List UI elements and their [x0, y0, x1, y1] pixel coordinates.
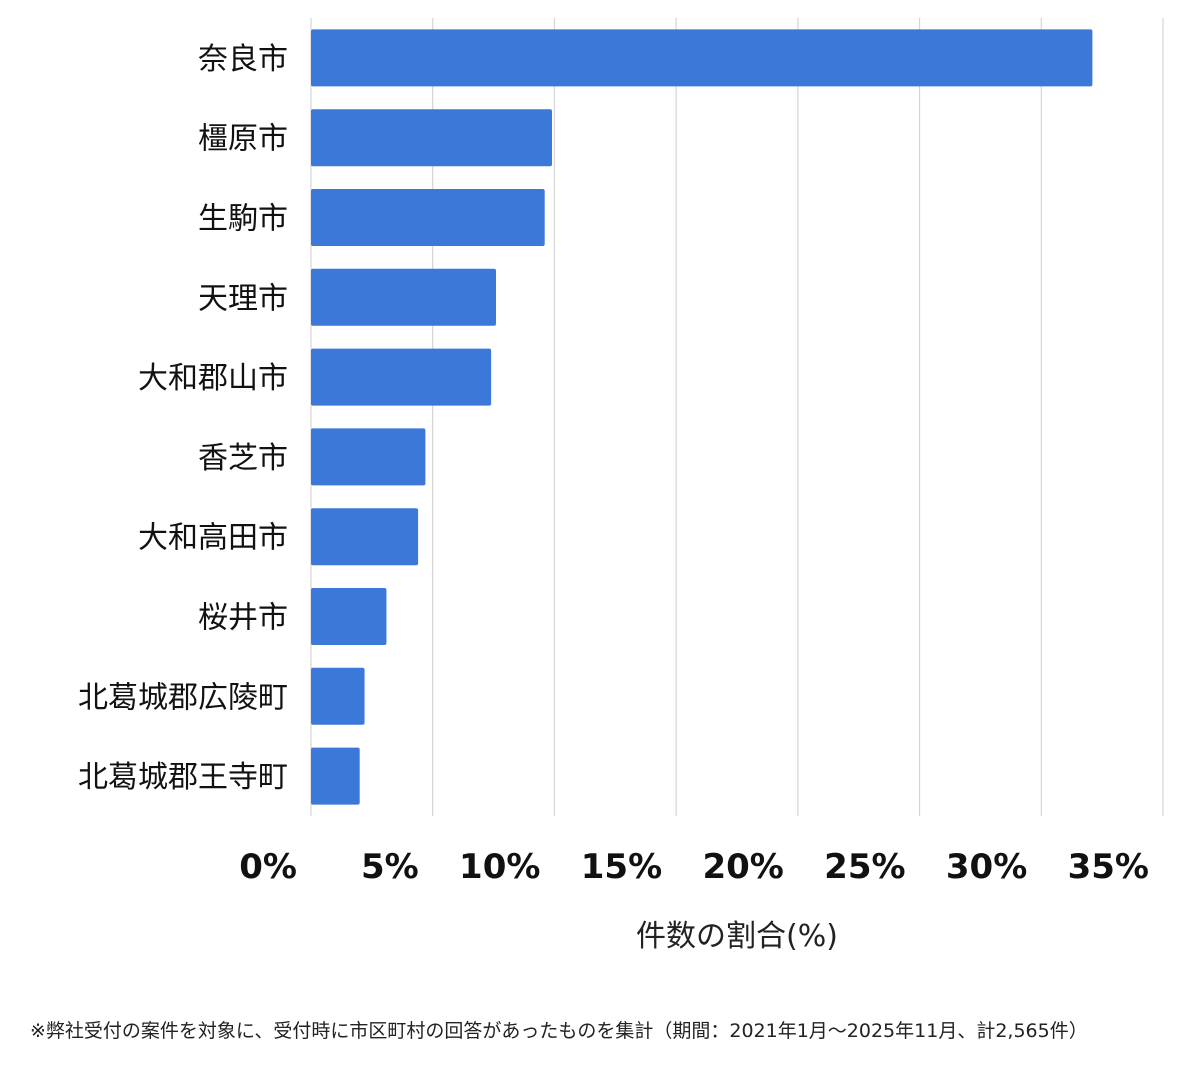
bar [311, 268, 497, 326]
category-label: 北葛城郡王寺町 [78, 760, 288, 795]
category-label: 生駒市 [198, 202, 288, 237]
x-tick-label: 25% [824, 847, 905, 887]
category-label: 奈良市 [198, 42, 288, 77]
x-tick-labels: 0% 5% 10% 15% 20% 25% 30% 35% [239, 847, 1149, 887]
x-tick-label: 15% [581, 847, 662, 887]
bar [311, 348, 492, 406]
category-labels: 奈良市橿原市生駒市天理市大和郡山市香芝市大和高田市桜井市北葛城郡広陵町北葛城郡王… [78, 42, 288, 795]
x-axis-label: 件数の割合(%) [636, 919, 838, 954]
category-label: 大和郡山市 [138, 361, 288, 396]
x-tick-label: 35% [1068, 847, 1149, 887]
bar [311, 508, 419, 566]
x-tick-label: 0% [239, 847, 297, 887]
category-label: 大和高田市 [138, 521, 288, 556]
x-tick-label: 5% [361, 847, 419, 887]
bar [311, 29, 1093, 87]
x-tick-label: 30% [946, 847, 1027, 887]
bar [311, 109, 552, 167]
bar [311, 428, 426, 486]
bar-chart: 奈良市橿原市生駒市天理市大和郡山市香芝市大和高田市桜井市北葛城郡広陵町北葛城郡王… [78, 18, 1164, 954]
x-tick-label: 10% [459, 847, 540, 887]
x-tick-label: 20% [702, 847, 783, 887]
category-label: 北葛城郡広陵町 [78, 680, 288, 715]
category-label: 橿原市 [198, 122, 288, 157]
bars [311, 29, 1093, 805]
bar [311, 667, 365, 725]
footnote: ※弊社受付の案件を対象に、受付時に市区町村の回答があったものを集計（期間：202… [30, 1020, 1088, 1042]
bar [311, 189, 545, 246]
category-label: 桜井市 [198, 601, 288, 636]
bar [311, 588, 387, 645]
category-label: 天理市 [198, 281, 288, 316]
category-label: 香芝市 [198, 441, 288, 476]
bar [311, 747, 360, 805]
